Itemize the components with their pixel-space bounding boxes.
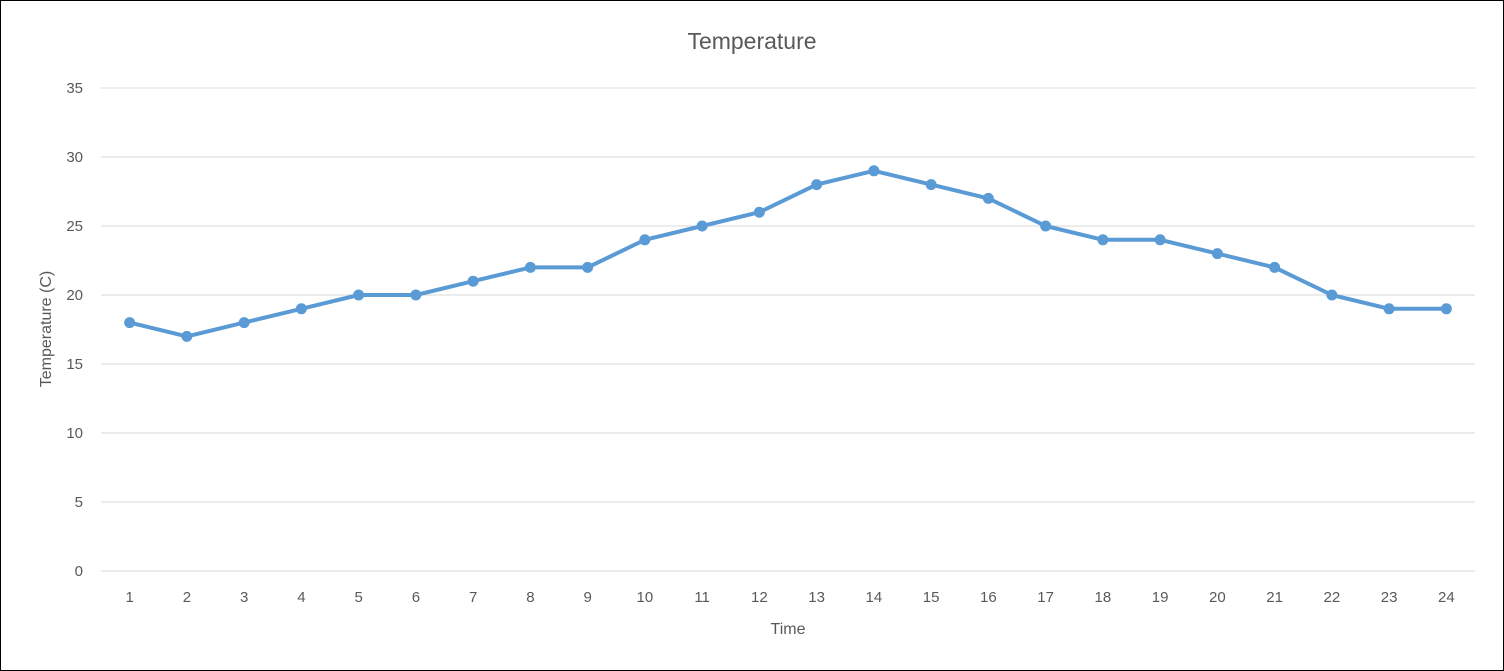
data-point-6 [410,289,422,301]
series-temperature [124,165,1452,342]
y-tick-label: 5 [75,494,83,511]
x-tick-label: 14 [866,589,883,606]
data-point-12 [753,206,765,218]
data-point-22 [1326,289,1338,301]
x-tick-label: 23 [1381,589,1398,606]
data-point-18 [1097,234,1109,246]
y-tick-label: 30 [66,149,83,166]
data-point-11 [696,220,708,232]
data-point-5 [353,289,365,301]
x-tick-label: 6 [412,589,420,606]
data-point-8 [524,261,536,273]
data-point-10 [639,234,651,246]
x-tick-label: 5 [354,589,362,606]
x-tick-label: 9 [583,589,591,606]
x-tick-label: 22 [1324,589,1341,606]
y-tick-label: 0 [75,563,83,580]
data-point-17 [1040,220,1052,232]
x-tick-label: 18 [1095,589,1112,606]
x-tick-label: 4 [297,589,305,606]
y-axis-title: Temperature (C) [38,271,55,387]
x-tick-label: 11 [694,589,710,606]
x-tick-label: 21 [1266,589,1283,606]
x-tick-label: 2 [183,589,191,606]
x-tick-label: 19 [1152,589,1169,606]
x-tick-label: 24 [1438,589,1455,606]
x-tick-label: 1 [125,589,133,606]
chart-title: Temperature [687,28,816,54]
x-tick-label: 8 [526,589,534,606]
series-line [127,168,1449,339]
y-tick-label: 15 [66,356,83,373]
x-tick-label: 3 [240,589,248,606]
x-tick-label: 17 [1037,589,1054,606]
y-tick-label: 25 [66,218,83,235]
data-point-14 [868,165,880,177]
data-point-20 [1211,248,1223,260]
data-point-7 [467,275,479,287]
x-axis-ticks: 1 2 3 4 5 6 7 8 9 10 11 12 13 14 15 16 17 18 19 20 21 22 23 24 [125,589,1454,606]
y-tick-label: 20 [66,287,83,304]
data-point-1 [124,317,136,329]
data-point-13 [811,179,823,191]
x-tick-label: 13 [808,589,825,606]
data-point-9 [582,261,594,273]
data-point-21 [1269,261,1281,273]
data-point-16 [982,192,994,204]
data-point-19 [1154,234,1166,246]
data-point-2 [181,330,193,342]
data-point-24 [1440,303,1452,315]
gridlines [101,87,1475,572]
x-tick-label: 20 [1209,589,1226,606]
data-point-23 [1383,303,1395,315]
data-point-15 [925,179,937,191]
y-tick-label: 10 [66,425,83,442]
x-tick-label: 12 [751,589,768,606]
y-tick-label: 35 [66,80,83,97]
y-axis-ticks: 0 5 10 15 20 25 30 35 [66,80,83,580]
x-tick-label: 7 [469,589,477,606]
x-tick-label: 15 [923,589,940,606]
data-point-4 [295,303,307,315]
x-tick-label: 16 [980,589,997,606]
x-tick-label: 10 [637,589,654,606]
data-point-3 [238,317,250,329]
x-axis-title: Time [771,621,806,638]
